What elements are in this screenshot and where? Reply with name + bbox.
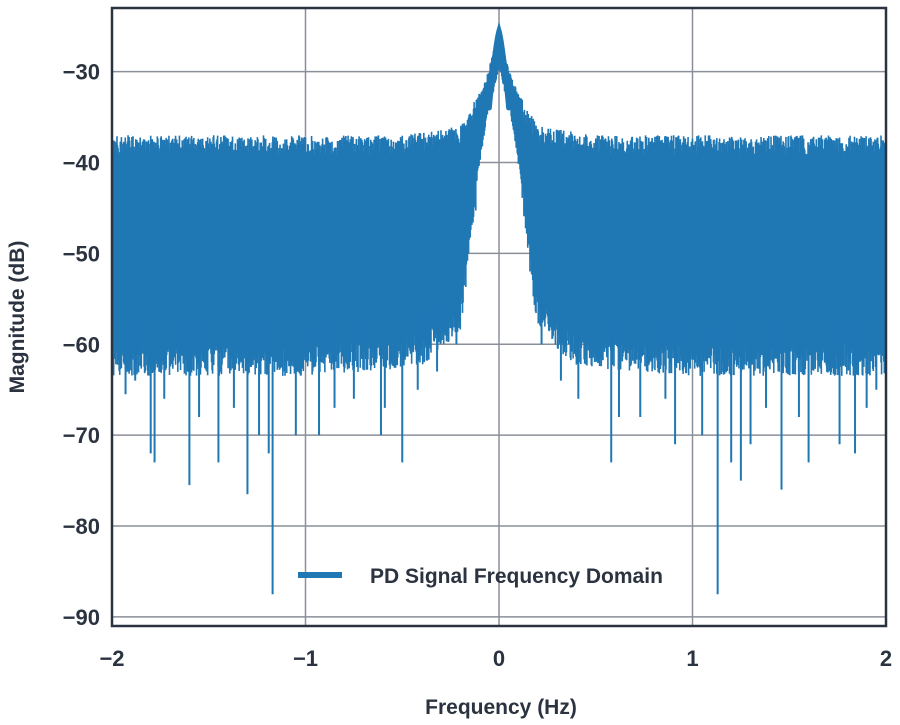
legend: PD Signal Frequency Domain bbox=[298, 565, 663, 588]
y-tick-labels: −30 −40 −50 −60 −70 −80 −90 bbox=[63, 60, 100, 630]
y-tick-label: −40 bbox=[63, 151, 100, 176]
legend-label: PD Signal Frequency Domain bbox=[370, 565, 663, 588]
x-tick-labels: −2 −1 0 1 2 bbox=[99, 646, 892, 671]
series-pd-signal bbox=[111, 21, 887, 595]
y-tick-label: −70 bbox=[63, 423, 100, 448]
x-tick-label: 1 bbox=[686, 646, 698, 671]
x-axis-title: Frequency (Hz) bbox=[425, 696, 577, 719]
legend-swatch bbox=[298, 572, 342, 578]
x-tick-label: 2 bbox=[880, 646, 892, 671]
y-tick-label: −50 bbox=[63, 241, 100, 266]
y-tick-label: −30 bbox=[63, 60, 100, 85]
y-tick-label: −80 bbox=[63, 514, 100, 539]
y-axis-title: Magnitude (dB) bbox=[6, 241, 29, 394]
x-tick-label: 0 bbox=[493, 646, 505, 671]
x-tick-label: −1 bbox=[293, 646, 318, 671]
y-tick-label: −90 bbox=[63, 605, 100, 630]
y-tick-label: −60 bbox=[63, 332, 100, 357]
spectrum-peak bbox=[486, 21, 512, 111]
plot-frame bbox=[110, 6, 888, 628]
x-tick-label: −2 bbox=[99, 646, 124, 671]
